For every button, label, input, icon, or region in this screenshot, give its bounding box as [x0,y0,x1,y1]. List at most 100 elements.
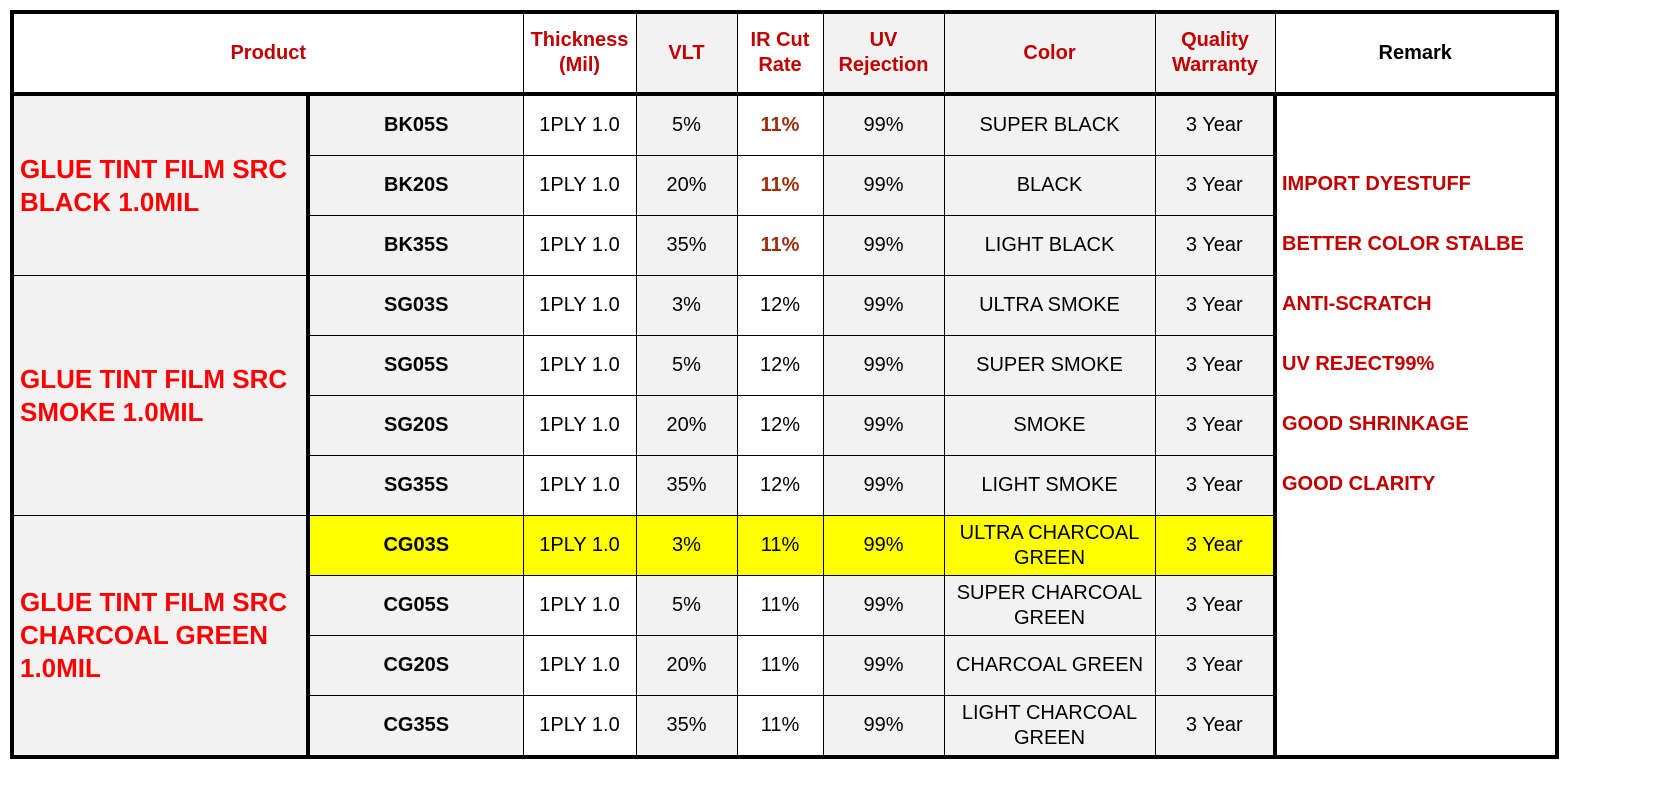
remark-item: IMPORT DYESTUFF [1282,173,1471,195]
product-group-name: GLUE TINT FILM SRC CHARCOAL GREEN 1.0MIL [11,515,310,758]
ir-cut-header: IR Cut Rate [736,11,824,96]
vlt-cell: 5% [635,575,738,636]
color-cell: LIGHT SMOKE [943,455,1156,516]
vlt-cell: 35% [635,215,738,276]
warranty-cell: 3 Year [1154,455,1276,516]
color-cell: SUPER BLACK [943,93,1156,156]
table-row: CG35S 1PLY 1.0 35% 11% 99% LIGHT CHARCOAL GRE… [12,695,1557,758]
ir-cut-cell: 11% [736,575,824,636]
color-header: Color [943,11,1156,96]
thickness-cell: 1PLY 1.0 [522,575,637,636]
ir-cut-cell: 12% [736,455,824,516]
uv-rejection-header: UV Rejection [822,11,945,96]
table-body: GLUE TINT FILM SRC BLACK 1.0MIL BK05S 1PLY… [11,93,1558,758]
thickness-cell: 1PLY 1.0 [522,93,637,156]
color-cell: SUPER SMOKE [943,335,1156,396]
color-cell: SUPER CHARCOAL GREEN [943,575,1156,636]
product-code: BK20S [307,155,524,216]
vlt-header: VLT [635,11,738,96]
warranty-cell: 3 Year [1154,335,1276,396]
uv-rejection-cell: 99% [822,155,945,216]
warranty-cell: 3 Year [1154,275,1276,336]
product-group-name: GLUE TINT FILM SRC SMOKE 1.0MIL [11,275,310,516]
product-code: CG35S [307,695,524,758]
product-code: BK35S [307,215,524,276]
ir-cut-cell: 11% [736,215,824,276]
warranty-cell: 3 Year [1154,93,1276,156]
thickness-cell: 1PLY 1.0 [522,335,637,396]
thickness-cell: 1PLY 1.0 [522,455,637,516]
uv-rejection-cell: 99% [822,93,945,156]
table-row: GLUE TINT FILM SRC CHARCOAL GREEN 1.0MIL… [11,515,1557,758]
ir-cut-cell: 11% [736,515,824,576]
product-code: SG05S [307,335,524,396]
uv-rejection-cell: 99% [822,275,945,336]
vlt-cell: 5% [635,93,738,156]
remark-header: Remark [1274,11,1558,96]
thickness-cell: 1PLY 1.0 [522,215,637,276]
table-row: CG20S 1PLY 1.0 20% 11% 99% CHARCOAL GREEN 3 Ye… [12,635,1557,696]
uv-rejection-cell: 99% [822,335,945,396]
ir-cut-cell: 12% [736,395,824,456]
ir-cut-cell: 12% [736,335,824,396]
ir-cut-cell: 11% [736,695,824,758]
vlt-cell: 5% [635,335,738,396]
color-cell: ULTRA CHARCOAL GREEN [943,515,1156,576]
thickness-cell: 1PLY 1.0 [522,275,637,336]
product-group-name: GLUE TINT FILM SRC BLACK 1.0MIL [11,93,310,276]
product-header: Product [11,11,524,96]
warranty-header: Quality Warranty [1154,11,1276,96]
warranty-cell: 3 Year [1154,515,1276,576]
remark-item: UV REJECT99% [1282,353,1435,375]
table-row: SG05S 1PLY 1.0 5% 12% 99% SUPER SMOKE 3 Year [12,335,1557,396]
remark-cell: IMPORT DYESTUFF BETTER COLOR STALBE ANTI-S… [1273,93,1558,758]
warranty-cell: 3 Year [1154,395,1276,456]
warranty-cell: 3 Year [1154,575,1276,636]
header-row: Product Thickness (Mil) VLT IR Cut Rate … [11,11,1558,96]
remark-item: GOOD CLARITY [1282,473,1436,495]
ir-cut-cell: 12% [736,275,824,336]
remark-item: ANTI-SCRATCH [1282,293,1432,315]
color-cell: BLACK [943,155,1156,216]
product-code: SG03S [307,275,524,336]
vlt-cell: 20% [635,155,738,216]
color-cell: LIGHT CHARCOAL GREEN [943,695,1156,758]
remark-item: GOOD SHRINKAGE [1282,413,1469,435]
table-row: SG35S 1PLY 1.0 35% 12% 99% LIGHT SMOKE 3 Year [12,455,1557,516]
table-row: CG05S 1PLY 1.0 5% 11% 99% SUPER CHARCOAL GREE… [12,575,1557,636]
product-code: CG05S [307,575,524,636]
product-code: BK05S [307,93,524,156]
uv-rejection-cell: 99% [822,455,945,516]
thickness-cell: 1PLY 1.0 [522,695,637,758]
table-row: BK20S 1PLY 1.0 20% 11% 99% BLACK 3 Year [12,155,1557,216]
table-row: BK35S 1PLY 1.0 35% 11% 99% LIGHT BLACK 3 Year [12,215,1557,276]
color-cell: CHARCOAL GREEN [943,635,1156,696]
color-cell: ULTRA SMOKE [943,275,1156,336]
ir-cut-cell: 11% [736,635,824,696]
vlt-cell: 20% [635,395,738,456]
table-row: SG20S 1PLY 1.0 20% 12% 99% SMOKE 3 Year [12,395,1557,456]
vlt-cell: 3% [635,515,738,576]
uv-rejection-cell: 99% [822,695,945,758]
uv-rejection-cell: 99% [822,635,945,696]
ir-cut-cell: 11% [736,93,824,156]
vlt-cell: 3% [635,275,738,336]
ir-cut-cell: 11% [736,155,824,216]
product-code: SG20S [307,395,524,456]
thickness-cell: 1PLY 1.0 [522,155,637,216]
uv-rejection-cell: 99% [822,395,945,456]
product-code: CG20S [307,635,524,696]
color-cell: LIGHT BLACK [943,215,1156,276]
product-spec-table: Product Thickness (Mil) VLT IR Cut Rate … [10,10,1559,759]
uv-rejection-cell: 99% [822,215,945,276]
product-code: SG35S [307,455,524,516]
warranty-cell: 3 Year [1154,215,1276,276]
uv-rejection-cell: 99% [822,575,945,636]
uv-rejection-cell: 99% [822,515,945,576]
thickness-cell: 1PLY 1.0 [522,395,637,456]
thickness-cell: 1PLY 1.0 [522,515,637,576]
thickness-header: Thickness (Mil) [522,11,637,96]
vlt-cell: 35% [635,455,738,516]
vlt-cell: 20% [635,635,738,696]
product-code: CG03S [307,515,524,576]
